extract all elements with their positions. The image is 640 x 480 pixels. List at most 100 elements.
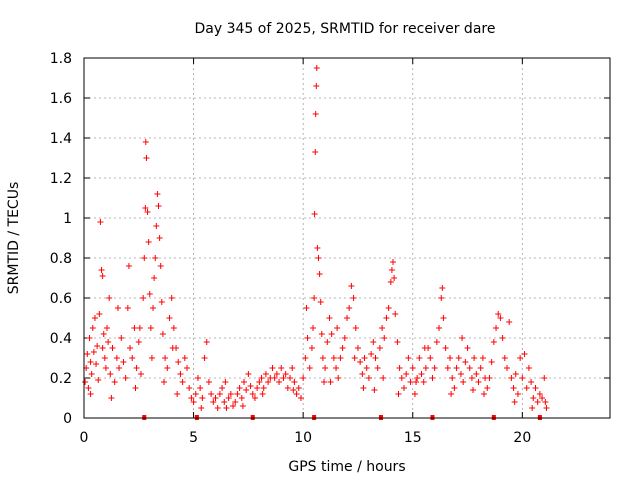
data-point <box>129 355 136 361</box>
data-point <box>82 379 89 385</box>
data-point <box>168 295 175 301</box>
data-point <box>88 371 95 377</box>
data-point <box>354 345 361 351</box>
data-point <box>407 379 414 385</box>
data-point <box>313 65 320 71</box>
data-point <box>243 387 250 393</box>
data-point <box>143 155 150 161</box>
data-point <box>188 395 195 401</box>
data-point <box>470 387 477 393</box>
data-point <box>429 375 436 381</box>
data-point <box>247 383 254 389</box>
data-point <box>542 399 549 405</box>
data-point <box>471 355 478 361</box>
data-point <box>394 339 401 345</box>
data-point <box>169 345 176 351</box>
data-point <box>418 371 425 377</box>
data-point <box>166 315 173 321</box>
data-point <box>466 365 473 371</box>
data-point <box>102 365 109 371</box>
data-point <box>278 365 285 371</box>
x-axis-label: GPS time / hours <box>288 459 405 475</box>
y-tick-label: 1.4 <box>50 131 72 147</box>
y-tick-label: 0.8 <box>50 251 72 267</box>
data-point <box>295 385 302 391</box>
data-point <box>317 299 324 305</box>
grid-lines <box>84 58 610 418</box>
data-point <box>508 375 515 381</box>
data-point <box>154 191 161 197</box>
data-point <box>374 365 381 371</box>
data-point <box>260 385 267 391</box>
data-point <box>473 371 480 377</box>
data-point <box>95 377 102 383</box>
data-point <box>97 219 104 225</box>
data-point <box>86 335 93 341</box>
data-point <box>232 399 239 405</box>
data-point <box>313 83 320 89</box>
data-point <box>282 371 289 377</box>
data-point <box>137 371 144 377</box>
data-point <box>219 385 226 391</box>
data-point <box>501 355 508 361</box>
data-point <box>297 395 304 401</box>
y-tick-label: 1.6 <box>50 91 72 107</box>
data-point <box>170 325 177 331</box>
data-point <box>475 379 482 385</box>
data-point <box>459 335 466 341</box>
data-point <box>440 315 447 321</box>
data-point <box>381 335 388 341</box>
data-point <box>370 339 377 345</box>
data-point <box>528 379 535 385</box>
x-tick-labels: 0 5 10 15 20 <box>80 430 532 446</box>
data-point <box>427 355 434 361</box>
data-point <box>258 375 265 381</box>
data-point <box>302 355 309 361</box>
data-point <box>330 355 337 361</box>
data-point <box>486 375 493 381</box>
data-point <box>199 395 206 401</box>
data-point <box>113 355 120 361</box>
data-point <box>449 375 456 381</box>
data-point <box>495 311 502 317</box>
y-tick-label: 0 <box>63 411 72 427</box>
data-point <box>94 343 101 349</box>
data-point <box>99 345 106 351</box>
data-point <box>151 275 158 281</box>
data-point <box>259 391 266 397</box>
y-tick-labels: 0 0.2 0.4 0.6 0.8 1 1.2 1.4 1.6 1.8 <box>50 51 72 427</box>
data-point <box>186 385 193 391</box>
data-point <box>210 399 217 405</box>
data-point <box>109 345 116 351</box>
data-point <box>84 351 91 357</box>
data-point <box>114 305 121 311</box>
data-point <box>480 391 487 397</box>
data-point <box>205 379 212 385</box>
data-point <box>376 345 383 351</box>
y-tick-label: 0.2 <box>50 371 72 387</box>
data-point <box>249 391 256 397</box>
y-tick-label: 1.2 <box>50 171 72 187</box>
data-point <box>431 365 438 371</box>
data-point <box>106 295 113 301</box>
data-point <box>359 371 366 377</box>
data-point <box>318 331 325 337</box>
data-point <box>361 355 368 361</box>
data-point <box>284 385 291 391</box>
data-point <box>462 359 469 365</box>
data-point <box>147 325 154 331</box>
data-point <box>142 205 149 211</box>
data-point <box>265 379 272 385</box>
data-point <box>400 385 407 391</box>
data-point <box>525 365 532 371</box>
data-point <box>116 365 123 371</box>
plot-frame <box>83 57 611 419</box>
data-point <box>304 335 311 341</box>
data-point <box>368 351 375 357</box>
data-point <box>539 395 546 401</box>
data-point <box>529 405 536 411</box>
data-point <box>142 139 149 145</box>
data-point <box>352 325 359 331</box>
data-point <box>271 375 278 381</box>
data-point <box>234 391 241 397</box>
